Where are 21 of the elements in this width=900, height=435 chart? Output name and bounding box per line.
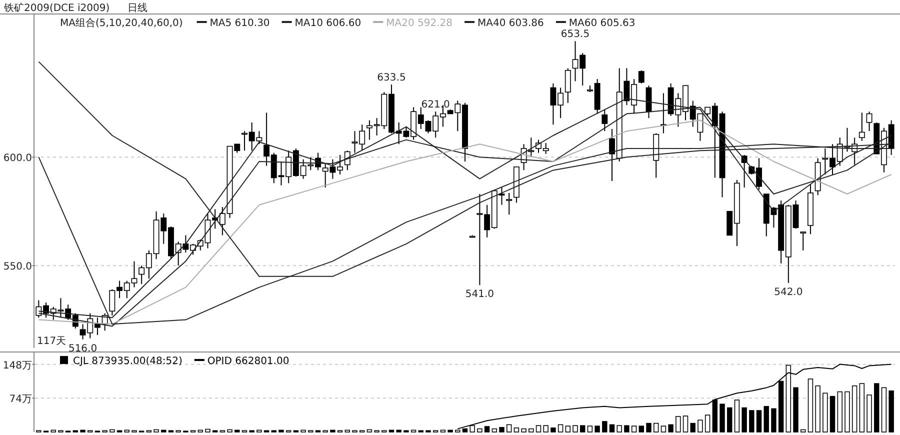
- y-tick-label: 148万: [2, 360, 32, 372]
- y-tick-label: 550.0: [3, 262, 32, 273]
- annotation: 542.0: [774, 286, 803, 298]
- legend-label: MA20 592.28: [386, 18, 453, 29]
- y-tick-label: 600.0: [3, 153, 32, 164]
- chart-title: 铁矿2009(DCE i2009): [3, 2, 110, 14]
- annotation: 117天: [37, 336, 66, 347]
- annotation: 621.0: [421, 100, 450, 111]
- chart-subtitle: 日线: [128, 2, 148, 14]
- annotation: 653.5: [560, 29, 590, 40]
- legend-label: MA10 606.60: [294, 18, 362, 29]
- legend-label: OPID 662801.00: [207, 356, 290, 367]
- annotation: 516.0: [68, 343, 98, 354]
- legend-label: MA40 603.86: [478, 18, 544, 29]
- y-tick-label: 74万: [9, 394, 32, 406]
- legend-label: CJL 873935.00(48:52): [73, 356, 182, 367]
- legend-label: MA5 610.30: [210, 18, 270, 29]
- legend-label: MA60 605.63: [568, 18, 636, 29]
- annotation: 541.0: [465, 289, 494, 300]
- legend-title: MA组合(5,10,20,40,60,0): [60, 17, 183, 29]
- annotation: 633.5: [377, 72, 406, 84]
